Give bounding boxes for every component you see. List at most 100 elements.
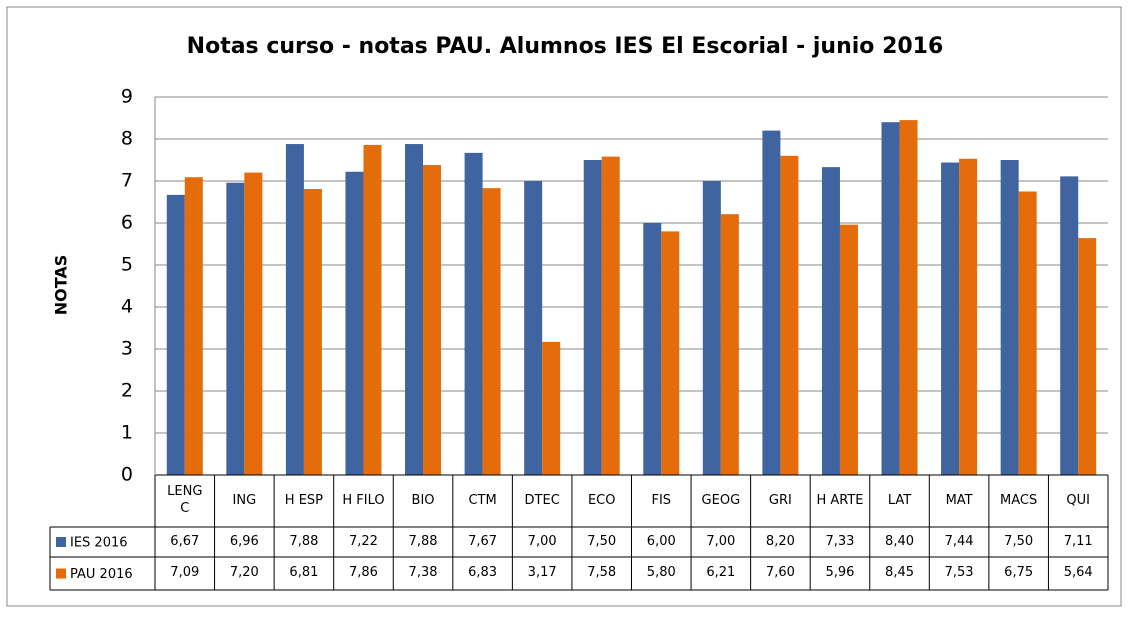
y-axis-label: NOTAS — [52, 255, 71, 316]
table-value-box: 8,20 — [765, 533, 795, 549]
bar — [464, 152, 483, 476]
table-value: 8,45 — [885, 565, 914, 581]
y-tick-label: 9 — [121, 86, 133, 108]
bar — [524, 181, 543, 475]
bar — [1078, 238, 1097, 475]
y-tick-label: 7 — [121, 170, 133, 192]
bar — [762, 130, 781, 475]
bar — [1018, 191, 1037, 475]
x-tick-label: FIS — [651, 492, 672, 508]
legend-swatch — [56, 537, 66, 547]
table-value-box: 6,00 — [646, 533, 676, 549]
table-value: 7,09 — [170, 565, 200, 581]
table-value-box: 7,38 — [408, 565, 438, 581]
x-tick-label-box: ING — [232, 492, 257, 508]
table-value-box: 7,50 — [587, 533, 617, 549]
bar — [839, 224, 858, 475]
x-tick-label: ING — [232, 492, 257, 508]
x-tick-label: H ESP — [284, 492, 324, 508]
bar — [226, 182, 245, 475]
table-value: 7,22 — [348, 533, 378, 549]
x-tick-label-box: QUI — [1066, 493, 1090, 508]
legend-label: PAU 2016 — [70, 567, 133, 582]
table-value-box: 7,20 — [229, 565, 259, 581]
bar — [405, 144, 424, 476]
y-tick-label: 6 — [121, 212, 133, 234]
x-tick-label-box: DTEC — [524, 492, 560, 508]
bar — [285, 144, 304, 476]
bar — [423, 165, 442, 476]
table-value: 7,50 — [1004, 533, 1034, 549]
bar — [184, 177, 203, 475]
bar — [363, 144, 382, 475]
table-value-box: 7,22 — [348, 533, 378, 549]
table-value-box: 5,96 — [825, 565, 855, 581]
x-tick-label: H ARTE — [816, 492, 864, 508]
table-value: 7,00 — [706, 533, 736, 549]
table-value: 6,21 — [706, 565, 736, 581]
table-value-box: 7,88 — [289, 533, 319, 549]
table-value-box: 6,21 — [706, 565, 736, 581]
table-value: 6,67 — [170, 533, 200, 549]
table-value: 6,81 — [289, 565, 319, 581]
table-value-box: 8,40 — [885, 533, 914, 549]
table-value: 7,88 — [289, 533, 319, 549]
x-tick-label: CTM — [468, 492, 497, 508]
x-tick-label-box: MACS — [1000, 492, 1038, 508]
table-value-box: 6,96 — [230, 534, 259, 549]
table-value: 3,17 — [527, 565, 557, 581]
table-value: 6,00 — [646, 533, 676, 549]
y-tick-label: 5 — [121, 254, 133, 276]
x-tick-label: MACS — [1000, 492, 1038, 508]
x-tick-label-box: MAT — [946, 493, 973, 508]
bar — [959, 158, 978, 476]
x-tick-label-box: LENG C — [167, 484, 203, 516]
table-value-box: 5,80 — [646, 565, 676, 581]
x-tick-label: BIO — [411, 492, 435, 508]
table-value-box: 5,64 — [1064, 565, 1093, 580]
bar — [899, 120, 918, 475]
table-value: 7,53 — [944, 565, 974, 581]
table-value-box: 7,00 — [706, 533, 736, 549]
legend-label: IES 2016 — [70, 536, 128, 551]
table-value-box: 7,50 — [1004, 533, 1034, 549]
x-tick-label-box: CTM — [468, 492, 497, 508]
table-value-box: 7,58 — [587, 565, 616, 580]
bar — [345, 171, 364, 475]
x-tick-label: GEOG — [701, 492, 741, 508]
x-tick-label-box: ECO — [587, 492, 616, 508]
table-value: 7,38 — [408, 565, 438, 581]
table-value: 7,86 — [348, 565, 378, 581]
x-tick-label-box: LAT — [887, 492, 912, 508]
x-tick-label: DTEC — [524, 492, 560, 508]
table-value: 5,80 — [646, 565, 676, 581]
x-tick-label: LENG C — [167, 484, 203, 516]
bar — [720, 214, 739, 475]
table-value: 7,50 — [587, 533, 617, 549]
table-value: 7,67 — [468, 533, 498, 549]
bar — [821, 167, 840, 475]
table-value: 8,20 — [765, 533, 795, 549]
table-value: 5,96 — [825, 565, 855, 581]
bar — [1000, 160, 1019, 475]
bar — [1060, 176, 1079, 475]
table-value: 7,88 — [408, 533, 438, 549]
bar — [881, 122, 900, 475]
x-tick-label-box: H FILO — [342, 492, 385, 508]
table-value: 7,20 — [229, 565, 259, 581]
x-tick-label: ECO — [587, 492, 616, 508]
bar — [661, 231, 680, 475]
bar — [643, 223, 662, 475]
table-value-box: 7,09 — [170, 565, 200, 581]
table-value-box: 6,67 — [170, 533, 200, 549]
x-tick-label: GRI — [768, 492, 792, 508]
y-tick-label: 4 — [121, 296, 133, 318]
x-tick-label-box: BIO — [411, 492, 435, 508]
table-value-box: 7,53 — [944, 565, 974, 581]
table-value: 8,40 — [885, 533, 914, 549]
x-tick-label: LAT — [887, 492, 912, 508]
bar — [941, 162, 960, 475]
x-tick-label: H FILO — [342, 492, 385, 508]
table-value: 7,11 — [1063, 533, 1093, 549]
bar — [702, 181, 721, 475]
